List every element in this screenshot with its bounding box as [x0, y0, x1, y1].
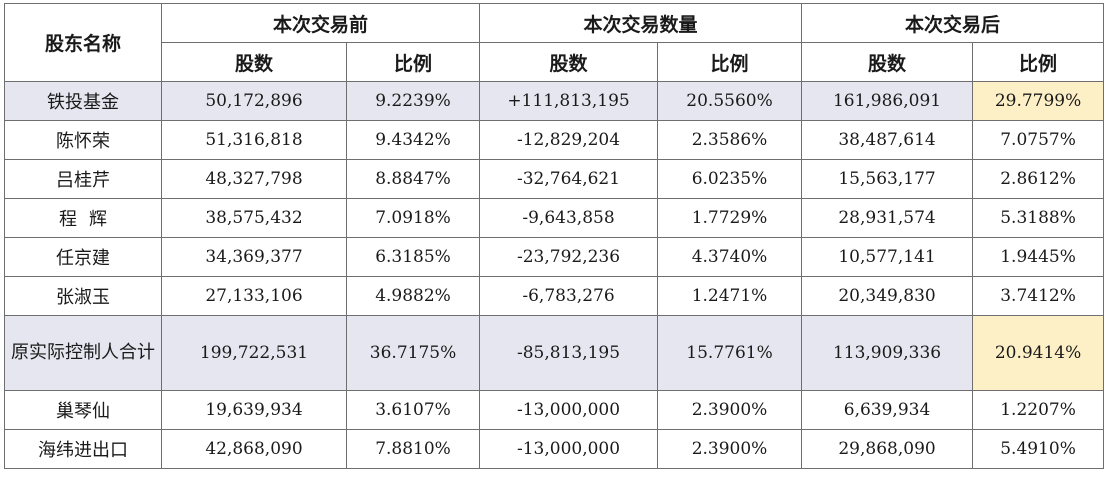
cell-before-ratio: 3.6107%: [345, 390, 481, 430]
cell-after-ratio: 2.8612%: [972, 159, 1105, 199]
cell-quantity-shares: -9,643,858: [479, 198, 659, 238]
cell-after-shares: 15,563,177: [801, 159, 974, 199]
header-quantity-ratio: 比例: [657, 42, 803, 82]
table-row: 巢琴仙 19,639,934 3.6107% -13,000,000 2.390…: [4, 390, 1105, 430]
cell-after-shares: 38,487,614: [801, 120, 974, 160]
cell-before-ratio: 6.3185%: [345, 237, 481, 277]
cell-before-shares: 51,316,818: [161, 120, 347, 160]
shareholder-name: 程辉: [4, 198, 162, 238]
cell-after-ratio: 5.3188%: [972, 198, 1105, 238]
cell-quantity-ratio: 6.0235%: [657, 159, 803, 199]
header-after-shares: 股数: [801, 42, 974, 82]
cell-before-ratio: 7.8810%: [345, 429, 481, 469]
header-before-ratio: 比例: [345, 42, 481, 82]
header-shareholder-name: 股东名称: [4, 3, 162, 82]
cell-quantity-ratio: 20.5560%: [657, 81, 803, 121]
cell-after-shares: 20,349,830: [801, 276, 974, 316]
cell-after-ratio: 1.2207%: [972, 390, 1105, 430]
table-row: 陈怀荣 51,316,818 9.4342% -12,829,204 2.358…: [4, 120, 1105, 160]
shareholder-name: 原实际控制人合计: [4, 315, 162, 391]
shareholder-name: 陈怀荣: [4, 120, 162, 160]
cell-quantity-ratio: 2.3586%: [657, 120, 803, 160]
shareholder-name: 张淑玉: [4, 276, 162, 316]
cell-before-shares: 34,369,377: [161, 237, 347, 277]
cell-after-ratio: 1.9445%: [972, 237, 1105, 277]
cell-after-shares: 161,986,091: [801, 81, 974, 121]
header-quantity-shares: 股数: [479, 42, 659, 82]
cell-before-ratio: 9.4342%: [345, 120, 481, 160]
cell-before-shares: 199,722,531: [161, 315, 347, 391]
cell-after-shares: 113,909,336: [801, 315, 974, 391]
cell-before-shares: 19,639,934: [161, 390, 347, 430]
cell-before-ratio: 36.7175%: [345, 315, 481, 391]
cell-after-ratio: 7.0757%: [972, 120, 1105, 160]
shareholder-name: 海纬进出口: [4, 429, 162, 469]
cell-quantity-shares: -12,829,204: [479, 120, 659, 160]
cell-quantity-shares: -85,813,195: [479, 315, 659, 391]
cell-before-shares: 50,172,896: [161, 81, 347, 121]
cell-before-ratio: 8.8847%: [345, 159, 481, 199]
cell-after-ratio: 5.4910%: [972, 429, 1105, 469]
cell-after-ratio: 20.9414%: [972, 315, 1105, 391]
cell-before-shares: 27,133,106: [161, 276, 347, 316]
cell-quantity-shares: -23,792,236: [479, 237, 659, 277]
table-row: 铁投基金 50,172,896 9.2239% +111,813,195 20.…: [4, 81, 1105, 121]
table-row: 程辉 38,575,432 7.0918% -9,643,858 1.7729%…: [4, 198, 1105, 238]
table-row: 张淑玉 27,133,106 4.9882% -6,783,276 1.2471…: [4, 276, 1105, 316]
cell-quantity-ratio: 2.3900%: [657, 390, 803, 430]
cell-quantity-ratio: 15.7761%: [657, 315, 803, 391]
cell-quantity-ratio: 1.2471%: [657, 276, 803, 316]
cell-before-shares: 48,327,798: [161, 159, 347, 199]
cell-after-ratio: 29.7799%: [972, 81, 1105, 121]
cell-quantity-ratio: 1.7729%: [657, 198, 803, 238]
cell-after-shares: 29,868,090: [801, 429, 974, 469]
cell-before-ratio: 9.2239%: [345, 81, 481, 121]
table-row: 吕桂芹 48,327,798 8.8847% -32,764,621 6.023…: [4, 159, 1105, 199]
shareholding-table: 股东名称 本次交易前 本次交易数量 本次交易后 股数 比例 股数 比例 股数 比…: [4, 3, 1105, 469]
cell-quantity-shares: -13,000,000: [479, 390, 659, 430]
cell-quantity-shares: -6,783,276: [479, 276, 659, 316]
table-row-subtotal: 原实际控制人合计 199,722,531 36.7175% -85,813,19…: [4, 315, 1105, 391]
cell-after-shares: 28,931,574: [801, 198, 974, 238]
cell-after-shares: 6,639,934: [801, 390, 974, 430]
cell-before-shares: 42,868,090: [161, 429, 347, 469]
cell-before-ratio: 4.9882%: [345, 276, 481, 316]
cell-before-ratio: 7.0918%: [345, 198, 481, 238]
cell-after-shares: 10,577,141: [801, 237, 974, 277]
cell-quantity-ratio: 2.3900%: [657, 429, 803, 469]
header-transaction-quantity: 本次交易数量: [479, 3, 803, 43]
cell-before-shares: 38,575,432: [161, 198, 347, 238]
shareholder-name: 铁投基金: [4, 81, 162, 121]
table-row: 海纬进出口 42,868,090 7.8810% -13,000,000 2.3…: [4, 429, 1105, 469]
cell-after-ratio: 3.7412%: [972, 276, 1105, 316]
shareholder-name: 任京建: [4, 237, 162, 277]
cell-quantity-shares: +111,813,195: [479, 81, 659, 121]
cell-quantity-shares: -32,764,621: [479, 159, 659, 199]
table-row: 任京建 34,369,377 6.3185% -23,792,236 4.374…: [4, 237, 1105, 277]
header-after-ratio: 比例: [972, 42, 1105, 82]
cell-quantity-ratio: 4.3740%: [657, 237, 803, 277]
cell-quantity-shares: -13,000,000: [479, 429, 659, 469]
header-before-shares: 股数: [161, 42, 347, 82]
header-before-transaction: 本次交易前: [160, 3, 481, 43]
shareholder-name: 巢琴仙: [4, 390, 162, 430]
header-after-transaction: 本次交易后: [801, 3, 1105, 43]
shareholder-name: 吕桂芹: [4, 159, 162, 199]
